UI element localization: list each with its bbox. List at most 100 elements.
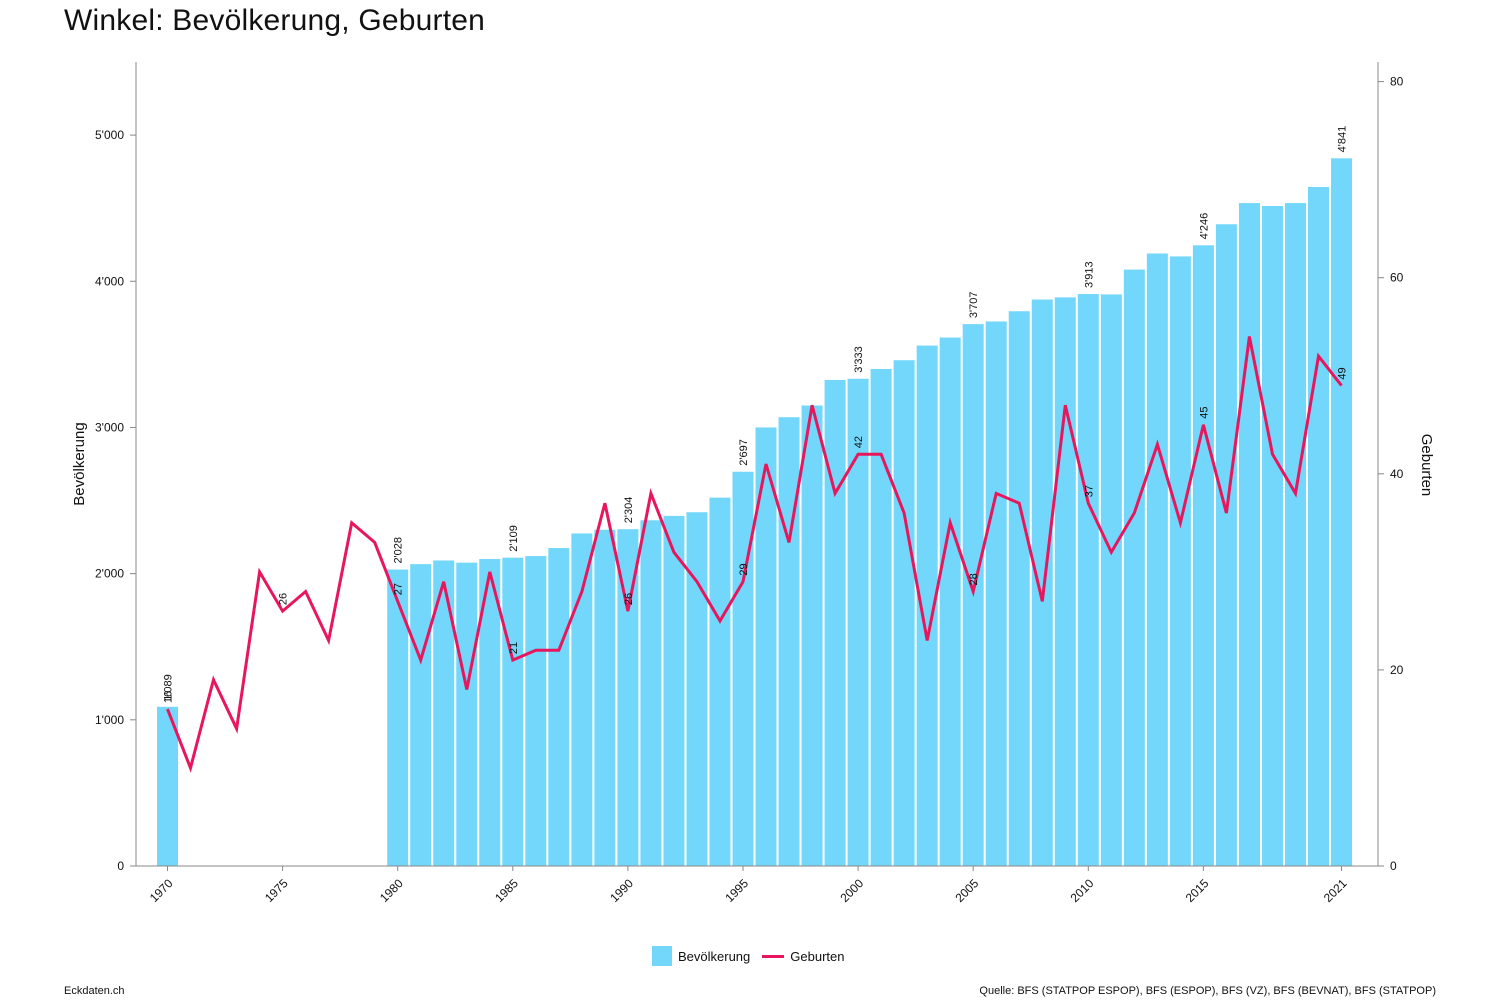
x-tick-label: 2005: [953, 876, 982, 905]
bar-2000: [847, 378, 869, 866]
bar-value-label: 2'697: [738, 439, 750, 466]
footer-brand: Eckdaten.ch: [64, 985, 125, 997]
bar-value-label: 2'304: [623, 497, 635, 524]
bar-1997: [778, 417, 800, 866]
bar-2011: [1100, 294, 1122, 866]
bar-2013: [1146, 253, 1168, 867]
bars-layer: [157, 158, 1353, 867]
bar-1996: [755, 427, 777, 866]
y-right-tick-label: 0: [1390, 859, 1397, 873]
y-left-tick-label: 4'000: [95, 274, 124, 288]
bar-2004: [939, 337, 961, 866]
line-value-label: 49: [1337, 367, 1349, 379]
bar-2007: [1008, 311, 1030, 866]
bar-2021: [1331, 158, 1353, 867]
geburten-line: [166, 336, 1343, 773]
x-tick-label: 2021: [1321, 876, 1350, 905]
bar-1989: [594, 529, 616, 866]
legend-swatch-bars: [652, 946, 672, 966]
bar-2006: [985, 321, 1007, 866]
legend: Bevölkerung Geburten: [652, 946, 856, 966]
y-right-tick-label: 80: [1390, 75, 1404, 89]
bar-1999: [824, 379, 846, 866]
x-tick-label: 1990: [607, 876, 636, 905]
x-tick-label: 1975: [262, 876, 291, 905]
bar-1991: [640, 520, 662, 866]
bar-2008: [1031, 299, 1053, 867]
labels-layer: 1'089 2'028 2'109 2'304 2'697 3'333 3'707 3'913…: [163, 126, 1349, 703]
bar-1998: [801, 405, 823, 866]
line-value-label: 29: [738, 563, 750, 575]
x-tick-label: 1980: [377, 876, 406, 905]
x-tick-label: 2010: [1068, 876, 1097, 905]
y-left-tick-label: 3'000: [95, 420, 124, 434]
bar-1981: [410, 564, 432, 866]
bar-2015: [1192, 245, 1214, 866]
bar-value-label: 2'028: [393, 537, 405, 564]
bar-1993: [686, 512, 708, 866]
bar-2002: [893, 360, 915, 866]
x-tick-label: 1970: [147, 876, 176, 905]
bar-value-label: 3'913: [1083, 261, 1095, 288]
legend-label-bevoelkerung: Bevölkerung: [678, 948, 751, 964]
y-right-tick-label: 20: [1390, 663, 1404, 677]
y-right-tick-label: 60: [1390, 271, 1404, 285]
chart-title: Winkel: Bevölkerung, Geburten: [64, 4, 486, 37]
bar-1985: [502, 557, 524, 866]
bar-2001: [870, 368, 892, 866]
line-value-label: 37: [1083, 485, 1095, 497]
bar-2020: [1308, 186, 1329, 866]
y-right-tick-label: 40: [1390, 467, 1404, 481]
bar-2012: [1123, 269, 1145, 866]
bar-2014: [1169, 256, 1191, 866]
bar-1995: [732, 471, 754, 866]
bar-value-label: 4'246: [1198, 213, 1210, 240]
bar-2003: [916, 345, 938, 866]
bar-1990: [617, 529, 639, 866]
line-value-label: 27: [393, 583, 405, 595]
line-value-label: 26: [623, 593, 635, 605]
x-tick-label: 1995: [722, 876, 751, 905]
legend-item-geburten[interactable]: Geburten: [762, 949, 844, 964]
bar-1984: [479, 559, 501, 866]
y-left-tick-label: 2'000: [95, 567, 124, 581]
bar-1987: [548, 548, 570, 866]
y-left-tick-label: 1'000: [95, 713, 124, 727]
legend-label-geburten: Geburten: [790, 948, 845, 964]
bar-2010: [1077, 293, 1099, 866]
bar-2019: [1284, 203, 1306, 867]
line-value-label: 45: [1198, 407, 1210, 419]
legend-item-bevoelkerung[interactable]: Bevölkerung: [652, 946, 750, 966]
bar-1992: [663, 515, 685, 866]
bar-1994: [709, 497, 731, 866]
line-value-label: 42: [853, 436, 865, 448]
bar-1986: [525, 556, 547, 866]
bar-2017: [1238, 203, 1260, 867]
y-left-tick-label: 5'000: [95, 128, 124, 142]
bar-1988: [571, 533, 593, 866]
bar-1983: [456, 562, 478, 866]
y-left-axis-title: Bevölkerung: [71, 422, 88, 505]
x-tick-label: 2000: [837, 876, 866, 905]
y-right-axis-title: Geburten: [1418, 434, 1435, 497]
y-left-tick-label: 0: [117, 859, 124, 873]
bar-value-label: 4'841: [1337, 126, 1349, 153]
x-tick-label: 1985: [492, 876, 521, 905]
bar-1982: [433, 560, 455, 866]
bar-value-label: 2'109: [508, 525, 520, 552]
bar-1980: [387, 569, 409, 866]
x-tick-label: 2015: [1183, 876, 1212, 905]
line-value-label: 16: [163, 691, 175, 703]
line-value-label: 28: [968, 573, 980, 585]
legend-swatch-line: [762, 954, 785, 958]
bar-1970: [157, 706, 178, 866]
bar-value-label: 3'707: [968, 292, 980, 319]
bar-2016: [1215, 224, 1237, 866]
bar-value-label: 3'333: [853, 346, 865, 373]
line-value-label: 26: [278, 593, 290, 605]
footer-source: Quelle: BFS (STATPOP ESPOP), BFS (ESPOP)…: [979, 985, 1436, 997]
bar-2018: [1261, 205, 1283, 867]
bar-value-label: 1'089: [163, 674, 175, 701]
line-value-label: 21: [508, 642, 520, 654]
